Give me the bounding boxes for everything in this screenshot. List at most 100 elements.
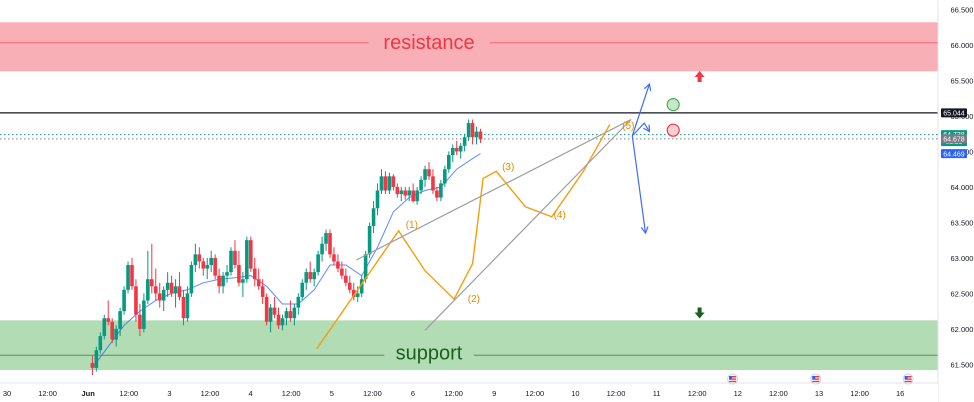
candle-body	[423, 169, 427, 180]
channel-upper[interactable]	[356, 118, 632, 261]
candle	[320, 236, 324, 262]
candle-body	[363, 254, 368, 280]
candle-body	[110, 321, 114, 340]
candle-body	[138, 314, 142, 329]
candle-body	[94, 350, 99, 368]
x-tick-label: 12:00	[38, 389, 57, 398]
candle-body	[284, 311, 289, 319]
candle	[371, 201, 376, 234]
resistance-zone[interactable]	[0, 22, 938, 72]
x-tick-label: 12:00	[607, 389, 626, 398]
candle-body	[276, 314, 281, 326]
candle	[474, 126, 479, 145]
candle	[205, 257, 210, 280]
candle-body	[181, 296, 186, 319]
candle-body	[102, 318, 107, 336]
candle-body	[403, 190, 408, 196]
candle	[450, 144, 455, 163]
y-axis[interactable]: 66.50066.00065.50065.00064.50064.00063.5…	[937, 0, 974, 402]
candle	[106, 300, 111, 326]
arrow-mid[interactable]	[631, 122, 650, 137]
candle	[435, 186, 439, 202]
candle-body	[443, 169, 447, 184]
y-tick-label: 65.500	[951, 77, 974, 86]
candle-body	[367, 225, 372, 255]
candle-body	[225, 272, 229, 276]
candle-body	[296, 296, 301, 308]
x-tick-label: 5	[330, 389, 334, 398]
candle-body	[209, 257, 213, 266]
wave-label: (4)	[554, 210, 566, 221]
zones-layer: resistance support	[0, 22, 938, 371]
candle-body	[165, 282, 170, 290]
y-tick-label: 64.000	[951, 183, 974, 192]
y-tick-label: 62.500	[951, 289, 974, 298]
candle	[90, 355, 95, 375]
candle-body	[407, 190, 411, 196]
candle-body	[260, 286, 265, 297]
candles-layer	[90, 119, 483, 375]
candle-body	[146, 279, 150, 301]
red-circle[interactable]	[666, 123, 680, 137]
candle-body	[118, 311, 122, 329]
candle	[454, 140, 459, 156]
candle-body	[395, 186, 400, 195]
candle	[237, 250, 241, 287]
event-flag[interactable]	[810, 373, 822, 385]
x-tick-label: 12:00	[769, 389, 788, 398]
green-circle[interactable]	[666, 98, 680, 112]
x-axis-background	[0, 383, 938, 402]
y-tick-label: 66.000	[951, 41, 974, 50]
candle	[245, 236, 249, 283]
candle-body	[431, 176, 435, 191]
candle-body	[411, 190, 415, 202]
candle-body	[197, 254, 202, 262]
candle-body	[399, 190, 404, 195]
markers-layer	[666, 70, 705, 319]
drawings-layer: (1) (2) (3) (4) (5)	[316, 82, 652, 350]
candle	[407, 186, 411, 202]
candle	[157, 282, 162, 308]
candle-body	[256, 279, 261, 287]
x-tick-label: 3	[167, 389, 171, 398]
candle	[375, 183, 380, 216]
candle-body	[114, 328, 118, 340]
candle	[458, 142, 463, 159]
flag-canton	[729, 376, 733, 379]
wave-path[interactable]	[316, 124, 611, 350]
arrow-down[interactable]	[631, 135, 647, 234]
flag-stripe	[904, 380, 912, 383]
candle	[177, 272, 182, 301]
support-zone[interactable]	[0, 320, 938, 371]
candle-body	[336, 261, 340, 269]
wave-label: (1)	[406, 220, 418, 231]
candle	[268, 304, 273, 333]
candle	[272, 296, 277, 319]
resistance-label: resistance	[383, 32, 474, 54]
candle	[165, 272, 170, 297]
flag-stripe	[812, 380, 820, 383]
candle-body	[169, 282, 174, 294]
x-tick-label: 12:00	[119, 389, 138, 398]
price-label-text: 64.678	[943, 136, 965, 143]
channel-lower[interactable]	[424, 119, 632, 331]
event-flag[interactable]	[727, 373, 739, 385]
wave-label: (3)	[502, 162, 514, 173]
x-tick-label: 6	[411, 389, 415, 398]
candle-body	[122, 289, 126, 312]
candle	[161, 286, 166, 312]
candle-body	[189, 265, 194, 294]
arrow-up[interactable]	[631, 83, 650, 137]
green-arrow[interactable]	[694, 307, 705, 319]
x-tick-label: 4	[249, 389, 253, 398]
candle	[169, 275, 174, 297]
candle-body	[458, 145, 463, 152]
y-axis-background	[938, 0, 974, 402]
x-axis[interactable]: 30 12:00 Jun 12:00 3 12:00 4 12:00 5 12:00 6 12:00 9…	[0, 373, 938, 402]
candle	[249, 236, 253, 273]
event-flag[interactable]	[902, 373, 914, 385]
red-arrow[interactable]	[694, 70, 705, 82]
candle-body	[391, 176, 396, 187]
candle	[304, 268, 309, 290]
